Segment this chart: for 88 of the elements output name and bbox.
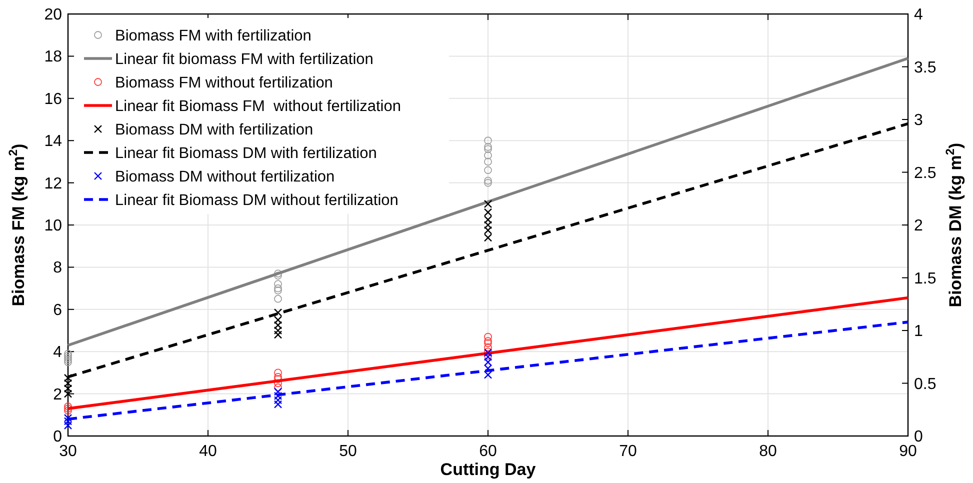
y2-tick-label: 1 <box>914 323 923 340</box>
point <box>64 358 72 366</box>
y2-tick-label: 0.5 <box>914 376 936 393</box>
point <box>484 136 492 145</box>
point <box>484 339 492 348</box>
x-tick-label: 90 <box>899 443 917 460</box>
point <box>484 166 492 174</box>
legend-label: Linear fit biomass FM with fertilization <box>115 51 374 68</box>
point <box>64 374 72 382</box>
point <box>274 280 282 288</box>
point <box>274 368 282 377</box>
point <box>274 396 282 404</box>
point <box>274 284 282 292</box>
point <box>64 354 72 362</box>
y2-tick-label: 1.5 <box>914 270 936 288</box>
point <box>64 414 72 422</box>
y-tick-label: 2 <box>53 386 62 404</box>
legend-label: Biomass DM with fertilization <box>115 122 314 138</box>
legend-label: Linear fit Biomass DM with fertilization <box>115 145 377 162</box>
point <box>484 142 492 151</box>
point <box>484 358 492 366</box>
legend-label: Biomass FM without fertilization <box>115 74 333 92</box>
point <box>484 158 492 166</box>
point <box>274 388 282 396</box>
x-tick-label: 70 <box>619 443 637 460</box>
point <box>484 208 492 216</box>
y-tick-label: 12 <box>44 175 62 192</box>
point <box>274 316 282 324</box>
y-tick-label: 8 <box>53 260 62 277</box>
x-tick-label: 50 <box>339 443 357 460</box>
point <box>64 404 72 413</box>
point <box>484 226 492 234</box>
point <box>274 308 282 317</box>
point <box>274 272 282 280</box>
point <box>64 356 72 364</box>
point <box>484 151 492 160</box>
point <box>484 200 492 208</box>
y2-tick-label: 0 <box>914 428 923 446</box>
point <box>64 379 72 388</box>
y2-tick-label: 3 <box>914 112 923 129</box>
legend-label: Biomass FM with fertilization <box>115 28 312 44</box>
point <box>484 343 492 352</box>
point <box>484 176 492 185</box>
x-tick-label: 40 <box>199 443 217 460</box>
point <box>484 364 492 373</box>
y2-tick-label: 4 <box>914 6 923 24</box>
point <box>64 406 72 415</box>
x-tick-label: 30 <box>59 443 77 460</box>
point <box>64 384 72 393</box>
point <box>64 417 72 426</box>
point <box>64 350 72 358</box>
point <box>484 337 492 345</box>
point <box>274 270 282 278</box>
y2-tick-label: 3.5 <box>914 59 936 76</box>
point <box>484 216 492 224</box>
x-tick-label: 80 <box>759 443 777 460</box>
point <box>484 220 492 230</box>
point <box>484 145 492 153</box>
x-tick-label: 60 <box>479 443 497 460</box>
point <box>274 330 282 339</box>
point <box>64 421 72 430</box>
y2-tick-label: 2 <box>914 218 923 234</box>
point <box>484 234 492 242</box>
y-tick-label: 20 <box>44 6 62 24</box>
legend-label: Linear fit Biomass FM without fertilization <box>115 98 401 115</box>
point <box>64 390 72 398</box>
point <box>274 286 282 294</box>
y-tick-label: 18 <box>44 48 62 66</box>
point <box>274 294 282 303</box>
point <box>64 352 72 360</box>
y-tick-label: 10 <box>44 218 62 234</box>
point <box>274 326 282 335</box>
y-tick-label: 0 <box>53 428 62 446</box>
y-tick-label: 14 <box>44 133 62 150</box>
y2-tick-label: 2.5 <box>914 164 936 182</box>
point <box>274 392 282 400</box>
y-tick-label: 4 <box>53 344 62 362</box>
point <box>484 178 492 187</box>
y-tick-label: 6 <box>53 302 62 319</box>
legend-label: Biomass DM without fertilization <box>115 168 335 186</box>
y-tick-label: 16 <box>44 90 62 108</box>
point <box>484 332 492 341</box>
x-axis-title: Cutting Day <box>440 460 536 479</box>
point <box>484 370 492 379</box>
point <box>274 400 282 408</box>
legend-label: Linear fit Biomass DM without fertilization <box>115 192 398 209</box>
point <box>64 402 72 410</box>
point <box>274 321 282 330</box>
